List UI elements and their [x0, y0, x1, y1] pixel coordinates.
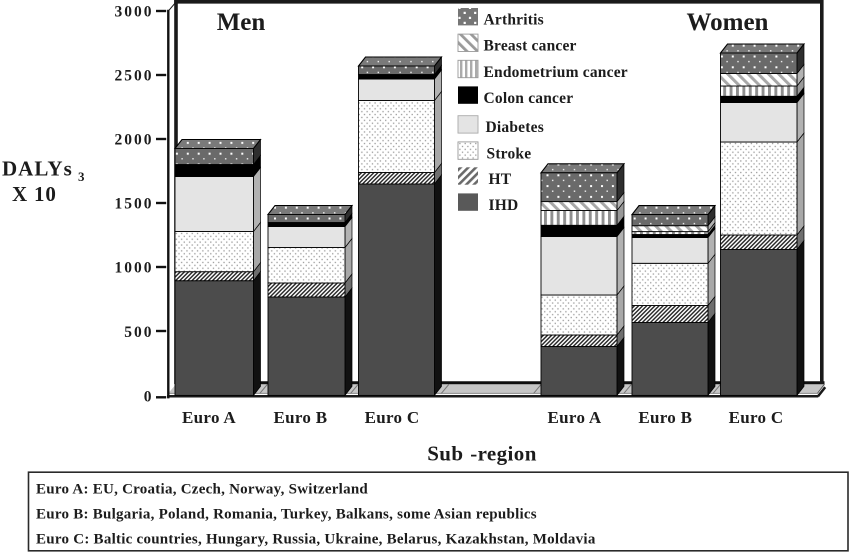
- svg-text:HT: HT: [489, 171, 512, 188]
- svg-text:Sub -region: Sub -region: [427, 442, 537, 466]
- svg-text:Euro C: Euro C: [729, 408, 784, 427]
- svg-text:Breast cancer: Breast cancer: [484, 38, 577, 55]
- svg-text:Euro B: Bulgaria, Poland, Roma: Euro B: Bulgaria, Poland, Romania, Turke…: [36, 507, 537, 523]
- svg-text:1000: 1000: [115, 260, 154, 277]
- svg-text:2000: 2000: [115, 132, 154, 149]
- svg-text:Stroke: Stroke: [487, 145, 532, 162]
- svg-text:Euro A: Euro A: [182, 408, 236, 427]
- svg-text:Diabetes: Diabetes: [486, 119, 544, 136]
- svg-text:Euro B: Euro B: [273, 408, 327, 427]
- svg-text:Euro A: EU, Croatia, Czech, No: Euro A: EU, Croatia, Czech, Norway, Swit…: [36, 482, 368, 498]
- svg-text:Colon cancer: Colon cancer: [484, 90, 574, 107]
- svg-text:Men: Men: [217, 9, 266, 36]
- svg-text:DALYs: DALYs: [2, 157, 73, 181]
- svg-text:3: 3: [78, 169, 85, 184]
- svg-text:2500: 2500: [115, 68, 154, 85]
- svg-text:Women: Women: [687, 9, 769, 36]
- svg-text:Euro C: Baltic countries, Hung: Euro C: Baltic countries, Hungary, Russi…: [36, 532, 596, 548]
- svg-text:IHD: IHD: [489, 197, 519, 214]
- svg-text:Euro C: Euro C: [365, 408, 420, 427]
- svg-text:X 10: X 10: [12, 182, 57, 206]
- svg-text:Arthritis: Arthritis: [484, 12, 544, 29]
- svg-text:3000: 3000: [115, 4, 154, 21]
- svg-text:Euro A: Euro A: [548, 408, 602, 427]
- svg-text:Euro B: Euro B: [638, 408, 692, 427]
- svg-text:Endometrium cancer: Endometrium cancer: [484, 64, 628, 81]
- svg-text:500: 500: [124, 324, 153, 341]
- svg-text:0: 0: [144, 389, 154, 406]
- svg-text:1500: 1500: [115, 196, 154, 213]
